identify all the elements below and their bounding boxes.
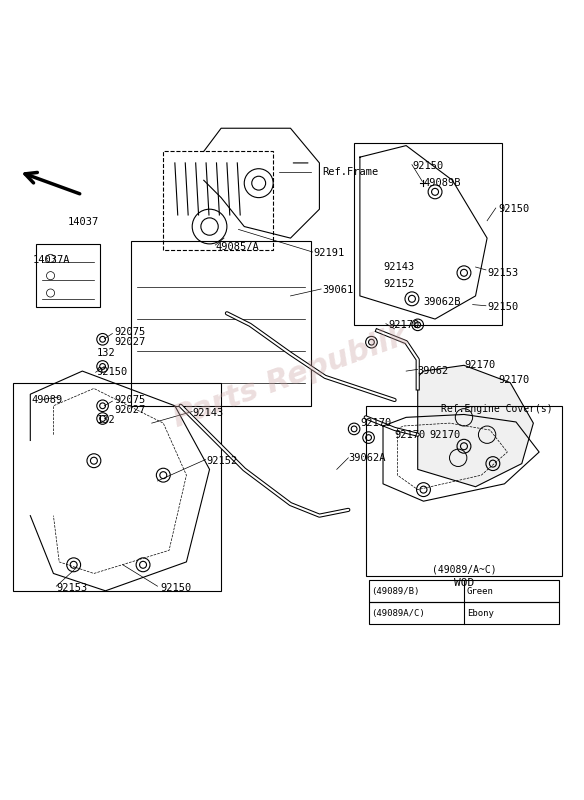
Text: 92191: 92191 [314, 247, 345, 258]
Text: Parts Republik: Parts Republik [169, 321, 412, 433]
Text: 14037A: 14037A [33, 255, 71, 265]
Text: (49089/B): (49089/B) [371, 587, 420, 596]
Polygon shape [418, 366, 533, 486]
Text: 49089B: 49089B [423, 178, 461, 188]
Text: 39062B: 39062B [423, 297, 461, 306]
Text: 92150: 92150 [412, 161, 443, 171]
Text: 92150: 92150 [499, 204, 530, 214]
Text: (49089/A~C): (49089/A~C) [432, 565, 496, 574]
Text: 92170: 92170 [360, 418, 391, 428]
Text: 92170: 92170 [464, 360, 495, 370]
Polygon shape [36, 244, 100, 307]
Text: Ref.Engine Cover(s): Ref.Engine Cover(s) [441, 404, 552, 414]
Text: (49089A/C): (49089A/C) [371, 609, 425, 618]
Text: 92143: 92143 [383, 262, 414, 272]
Text: 92150: 92150 [97, 367, 128, 378]
Text: 92143: 92143 [192, 408, 224, 418]
Text: 39062A: 39062A [348, 453, 386, 463]
Text: 92170: 92170 [499, 374, 530, 385]
Text: 92150: 92150 [487, 302, 519, 313]
Text: 92027: 92027 [114, 337, 145, 347]
Text: Ref.Frame: Ref.Frame [322, 166, 378, 177]
Text: Green: Green [467, 587, 493, 596]
Text: 39062: 39062 [418, 366, 449, 376]
Text: WOD: WOD [454, 578, 474, 587]
Text: 132: 132 [97, 415, 116, 426]
Text: 92153: 92153 [56, 583, 88, 593]
Text: 92152: 92152 [383, 279, 414, 290]
Text: 92170: 92170 [389, 320, 420, 330]
Text: 92153: 92153 [487, 268, 519, 278]
Text: 92152: 92152 [207, 456, 238, 466]
Text: 132: 132 [97, 347, 116, 358]
Text: 92150: 92150 [161, 583, 192, 593]
Text: 49089: 49089 [32, 395, 62, 405]
Text: 92075: 92075 [114, 395, 145, 405]
Text: Ebony: Ebony [467, 609, 493, 618]
Text: 14037: 14037 [68, 218, 99, 227]
Text: 92075: 92075 [114, 326, 145, 337]
Text: 39061: 39061 [322, 285, 353, 295]
Text: 92170: 92170 [395, 430, 426, 440]
Text: 49085/A: 49085/A [215, 242, 259, 252]
Text: 92027: 92027 [114, 405, 145, 415]
Text: 92170: 92170 [429, 430, 461, 440]
